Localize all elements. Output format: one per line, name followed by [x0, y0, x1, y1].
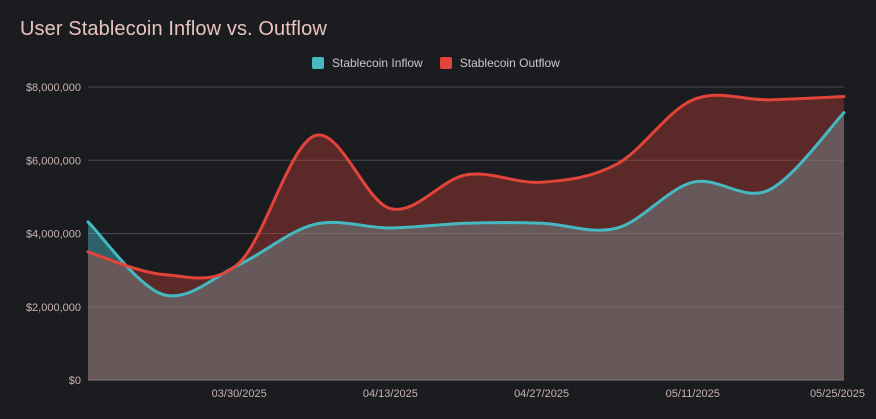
point-inflow[interactable] [612, 223, 622, 233]
point-outflow[interactable] [234, 258, 244, 268]
point-inflow[interactable] [83, 217, 93, 227]
x-tick-label: 05/25/2025 [810, 388, 865, 400]
point-outflow[interactable] [310, 131, 320, 141]
legend-item-outflow[interactable]: Stablecoin Outflow [439, 56, 560, 70]
area-inflow [88, 112, 844, 380]
point-inflow[interactable] [159, 290, 169, 300]
gridlines [88, 86, 844, 381]
series-areas [88, 95, 844, 381]
x-axis-ticks: 03/30/2025 04/13/2025 04/27/2025 05/11/2025… [212, 388, 865, 400]
x-tick-label: 04/27/2025 [514, 388, 569, 400]
legend-swatch-inflow [312, 57, 324, 69]
x-tick-label: 05/11/2025 [666, 388, 720, 400]
x-tick-label: 04/13/2025 [363, 388, 418, 400]
y-tick-label: $6,000,000 [26, 155, 81, 167]
x-tick-label: 03/30/2025 [212, 388, 267, 400]
y-tick-label: $8,000,000 [26, 82, 81, 94]
legend: Stablecoin Inflow Stablecoin Outflow [312, 56, 560, 70]
legend-swatch-outflow [439, 57, 452, 69]
legend-label-outflow: Stablecoin Outflow [459, 56, 560, 70]
chart-title: User Stablecoin Inflow vs. Outflow [20, 18, 327, 40]
point-outflow[interactable] [839, 92, 849, 102]
point-outflow[interactable] [688, 95, 698, 105]
y-tick-label: $2,000,000 [26, 302, 81, 314]
legend-item-inflow[interactable]: Stablecoin Inflow [312, 56, 423, 70]
point-inflow[interactable] [688, 177, 698, 187]
y-tick-label: $4,000,000 [26, 229, 81, 241]
y-axis-ticks: $0 $2,000,000 $4,000,000 $6,000,000 $8,000,0… [26, 82, 81, 387]
point-outflow[interactable] [461, 170, 471, 180]
legend-label-inflow: Stablecoin Inflow [332, 56, 423, 70]
series-lines [83, 92, 849, 300]
point-inflow[interactable] [763, 185, 773, 195]
point-outflow[interactable] [385, 204, 395, 214]
area-outflow [88, 95, 844, 381]
line-outflow[interactable] [86, 93, 846, 280]
point-inflow[interactable] [461, 218, 471, 228]
point-inflow[interactable] [839, 108, 849, 118]
point-inflow[interactable] [385, 223, 395, 233]
point-outflow[interactable] [612, 159, 622, 169]
point-inflow[interactable] [310, 219, 320, 229]
point-outflow[interactable] [83, 247, 93, 257]
point-outflow[interactable] [537, 177, 547, 187]
line-inflow[interactable] [86, 111, 846, 298]
y-tick-label: $0 [69, 375, 81, 387]
point-inflow[interactable] [537, 218, 547, 228]
point-outflow[interactable] [159, 270, 169, 280]
point-outflow[interactable] [763, 95, 773, 105]
